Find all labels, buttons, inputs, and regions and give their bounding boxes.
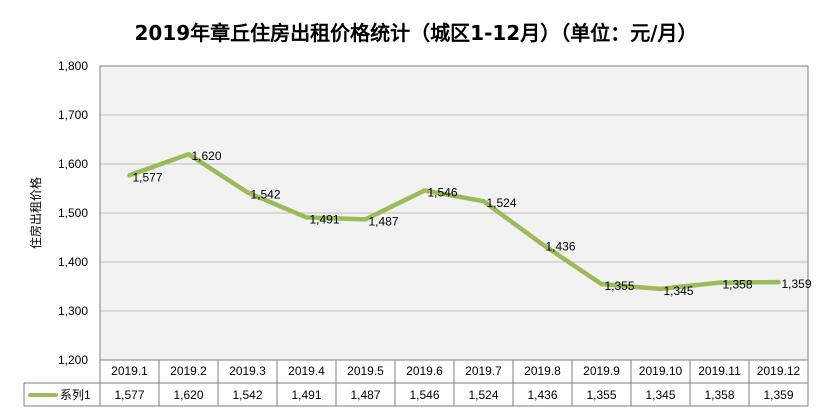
table-value-cell: 1,359	[763, 388, 793, 402]
table-value-cell: 1,524	[468, 388, 498, 402]
table-value-cell: 1,491	[291, 388, 321, 402]
data-point	[304, 215, 309, 220]
data-point	[481, 199, 486, 204]
table-value-cell: 1,542	[232, 388, 262, 402]
x-tick-label: 2019.3	[229, 364, 266, 378]
x-tick-label: 2019.12	[757, 364, 801, 378]
data-point	[658, 286, 663, 292]
y-tick-label: 1,400	[58, 255, 88, 269]
x-tick-label: 2019.6	[406, 364, 443, 378]
x-tick-label: 2019.10	[639, 364, 683, 378]
data-table: 2019.1 2019.2 2019.3 2019.4 2019.5 2019.6 2019…	[23, 360, 809, 407]
y-tick-label: 1,800	[58, 59, 88, 73]
table-value-cell: 1,436	[527, 388, 557, 402]
data-label: 1,491	[310, 212, 340, 226]
table-value-cell: 1,358	[704, 388, 734, 402]
x-tick-label: 2019.9	[583, 364, 620, 378]
x-tick-label: 2019.7	[465, 364, 502, 378]
data-label: 1,345	[664, 284, 694, 298]
series-line-group	[127, 151, 781, 292]
x-tick-label: 2019.8	[524, 364, 561, 378]
data-point	[245, 190, 250, 195]
data-label: 1,355	[605, 279, 635, 293]
data-label: 1,524	[487, 196, 517, 210]
series-line	[127, 151, 781, 292]
data-label: 1,542	[251, 187, 281, 201]
table-value-cell: 1,345	[645, 388, 675, 402]
data-point	[717, 280, 722, 285]
table-value-cell: 1,620	[173, 388, 203, 402]
x-tick-label: 2019.5	[347, 364, 384, 378]
data-label: 1,359	[782, 277, 812, 291]
data-point	[540, 242, 545, 247]
data-label: 1,358	[723, 278, 753, 292]
data-label: 1,546	[428, 185, 458, 199]
data-label: 1,577	[133, 170, 163, 184]
table-value-cell: 1,546	[409, 388, 439, 402]
data-labels: 1,577 1,620 1,542 1,491 1,487 1,546 1,524 1,436…	[133, 149, 812, 298]
table-value-cell: 1,577	[114, 388, 144, 402]
data-label: 1,436	[546, 239, 576, 253]
data-point	[127, 173, 132, 178]
x-tick-label: 2019.1	[111, 364, 148, 378]
data-point	[776, 279, 781, 285]
y-axis-label: 住房出租价格	[28, 177, 43, 249]
x-tick-label: 2019.4	[288, 364, 325, 378]
legend-series-name: 系列1	[60, 388, 91, 402]
x-tick-label: 2019.2	[170, 364, 207, 378]
y-tick-label: 1,300	[58, 304, 88, 318]
x-tick-label: 2019.11	[698, 364, 741, 378]
y-tick-label: 1,500	[58, 206, 88, 220]
data-label: 1,487	[369, 214, 399, 228]
data-point	[599, 281, 604, 287]
data-point	[186, 152, 191, 157]
data-label: 1,620	[192, 149, 222, 163]
table-value-cell: 1,355	[586, 388, 616, 402]
chart-title: 2019年章丘住房出租价格统计（城区1-12月）（单位：元/月）	[134, 21, 697, 45]
table-value-cell: 1,487	[350, 388, 380, 402]
y-tick-label: 1,200	[58, 353, 88, 367]
data-point	[363, 217, 368, 222]
data-point	[422, 188, 427, 193]
y-tick-label: 1,600	[58, 157, 88, 171]
y-tick-label: 1,700	[58, 108, 88, 122]
y-axis-ticks: 1,200 1,300 1,400 1,500 1,600 1,700 1,800	[58, 59, 88, 367]
